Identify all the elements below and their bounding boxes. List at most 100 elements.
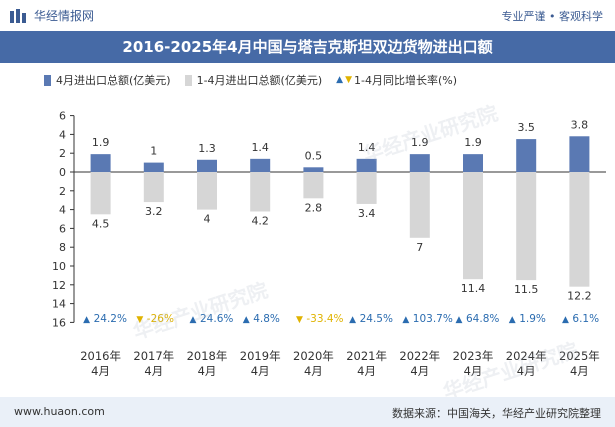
bar-series2 [463,172,483,280]
bar-series2 [250,172,271,212]
legend-item-series1: 4月进出口总额(亿美元) [44,72,171,88]
bar-series1 [356,158,377,172]
x-tick-label: 2024年 [506,349,547,363]
triangle-up-icon: ▲ [336,75,344,85]
growth-label: 4.8% [253,313,280,325]
growth-label: 1.9% [519,313,546,325]
legend-label-series3: 1-4月同比增长率(%) [354,74,458,87]
footer: www.huaon.com 数据来源：中国海关，华经产业研究院整理 [0,397,615,427]
y-tick-label: 8 [59,241,66,254]
x-tick-label: 4月 [251,364,270,378]
x-tick-label: 4月 [570,364,589,378]
bar-series2 [356,172,377,204]
growth-label: 24.2% [94,313,127,325]
data-label-series1: 1.4 [251,141,269,154]
bar-series2 [197,172,217,210]
x-tick-label: 4月 [304,364,323,378]
data-label-series2: 4 [204,213,211,226]
data-label-series1: 3.8 [571,118,589,131]
data-label-series2: 3.2 [145,205,163,218]
legend-label-series2: 1-4月进出口总额(亿美元) [196,74,323,87]
growth-down-marker: ▼ [136,315,143,325]
bar-series2 [303,172,324,199]
legend-item-series2: 1-4月进出口总额(亿美元) [184,72,323,88]
tagline: 专业严谨 • 客观科学 [501,10,603,23]
y-tick-label: 10 [52,260,66,273]
data-label-series2: 12.2 [567,290,592,303]
data-label-series2: 11.4 [461,282,486,295]
legend-item-series3: ▲ ▼ 1-4月同比增长率(%) [336,72,457,88]
legend: 4月进出口总额(亿美元) 1-4月进出口总额(亿美元) ▲ ▼ 1-4月同比增长… [44,72,471,88]
x-tick-label: 4月 [144,364,163,378]
data-label-series2: 7 [416,241,423,254]
growth-up-marker: ▲ [562,315,569,325]
y-tick-label: 6 [59,110,66,123]
y-tick-label: 2 [59,147,66,160]
data-label-series2: 4.2 [251,214,269,227]
growth-up-marker: ▲ [349,315,356,325]
bar-series1 [463,154,483,172]
growth-up-marker: ▲ [83,315,90,325]
footer-url[interactable]: www.huaon.com [14,405,105,418]
brand-name: 华经情报网 [34,9,95,23]
growth-up-marker: ▲ [509,315,516,325]
data-label-series1: 1.9 [411,136,429,149]
brand-logo-icon [10,8,26,23]
x-tick-label: 2016年 [80,349,121,363]
y-tick-label: 4 [59,128,66,141]
bar-series2 [90,172,111,215]
x-tick-label: 4月 [357,364,376,378]
bar-series2 [143,172,164,203]
growth-up-marker: ▲ [456,315,463,325]
y-tick-label: 6 [59,222,66,235]
growth-up-marker: ▲ [243,315,250,325]
bar-series1 [409,154,430,172]
y-tick-label: 16 [52,316,66,329]
bar-series1 [569,136,590,172]
x-tick-label: 4月 [464,364,483,378]
footer-source: 数据来源：中国海关，华经产业研究院整理 [392,407,601,420]
data-label-series1: 1.3 [198,142,216,155]
data-label-series2: 3.4 [358,207,376,220]
x-tick-label: 2018年 [187,349,228,363]
legend-swatch-series2 [184,74,192,86]
legend-label-series1: 4月进出口总额(亿美元) [56,74,171,87]
chart-title: 2016-2025年4月中国与塔吉克斯坦双边货物进出口额 [0,31,615,63]
growth-up-marker: ▲ [190,315,197,325]
data-label-series1: 1.9 [464,136,482,149]
x-tick-label: 4月 [198,364,217,378]
data-label-series1: 0.5 [305,149,323,162]
y-tick-label: 2 [59,185,66,198]
x-tick-label: 2025年 [559,349,600,363]
bar-series1 [250,158,271,172]
triangle-down-icon: ▼ [345,75,352,85]
bar-series1 [516,139,537,172]
growth-down-marker: ▼ [296,315,303,325]
bar-series1 [197,159,217,172]
x-tick-label: 4月 [91,364,110,378]
legend-swatch-series1 [44,74,51,86]
y-tick-label: 14 [52,298,66,311]
data-label-series2: 4.5 [92,217,110,230]
x-tick-label: 4月 [410,364,429,378]
x-tick-label: 2017年 [133,349,174,363]
data-label-series2: 2.8 [305,201,323,214]
top-bar: 华经情报网 专业严谨 • 客观科学 [0,0,615,31]
y-tick-label: 0 [59,166,66,179]
y-tick-label: 12 [52,279,66,292]
growth-label: 24.6% [200,313,233,325]
growth-up-marker: ▲ [402,315,409,325]
growth-label: 6.1% [572,313,599,325]
bar-series2 [409,172,430,238]
x-tick-label: 2021年 [346,349,387,363]
growth-label: 64.8% [466,313,499,325]
growth-label: 24.5% [360,313,393,325]
brand[interactable]: 华经情报网 [10,7,94,24]
x-tick-label: 2020年 [293,349,334,363]
data-label-series1: 1.4 [358,141,376,154]
y-tick-label: 4 [59,204,66,217]
data-label-series1: 1.9 [92,136,110,149]
bar-series2 [569,172,590,287]
data-label-series2: 11.5 [514,283,539,296]
